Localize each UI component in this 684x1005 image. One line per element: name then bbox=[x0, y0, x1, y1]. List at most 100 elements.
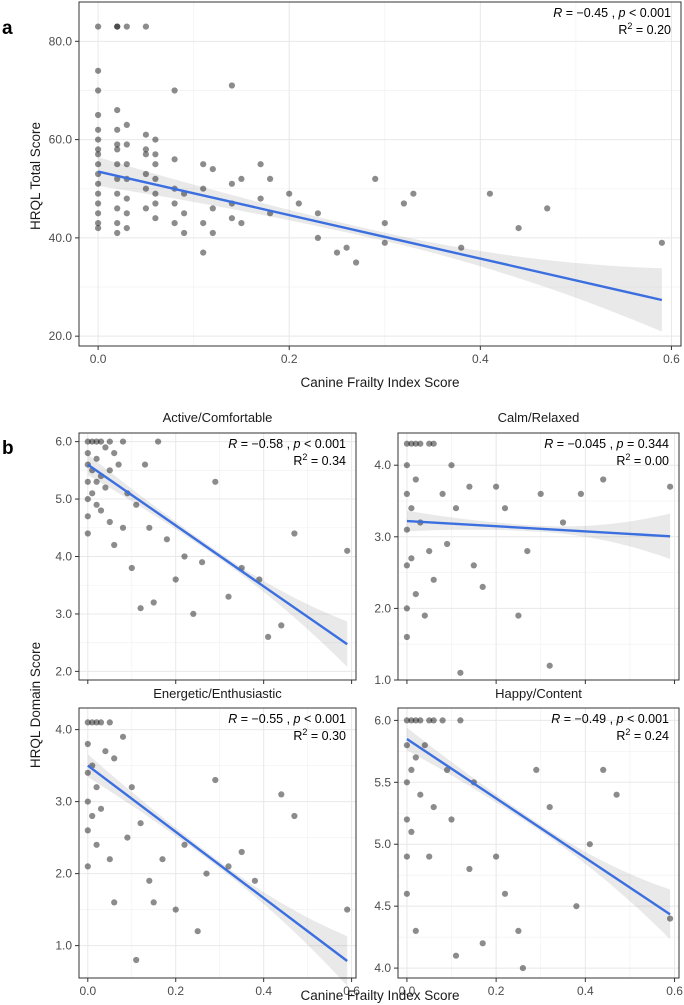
facet-title-calm-relaxed: Calm/Relaxed bbox=[498, 410, 580, 425]
b4-data-point bbox=[426, 853, 433, 860]
a-data-point bbox=[238, 175, 245, 182]
b2-data-point bbox=[403, 462, 410, 469]
a-data-point bbox=[95, 180, 102, 187]
b4-data-point bbox=[533, 766, 540, 774]
b4-x-tick-label: 0.2 bbox=[488, 984, 505, 998]
b1-data-point bbox=[133, 501, 140, 508]
b2-data-point bbox=[559, 519, 567, 526]
a-data-point bbox=[114, 205, 121, 212]
b3-data-point bbox=[89, 812, 96, 820]
a-data-point bbox=[381, 220, 388, 227]
a-data-point bbox=[171, 87, 178, 94]
a-data-point bbox=[152, 175, 159, 182]
b2-data-point bbox=[412, 476, 419, 483]
b4-data-point bbox=[479, 940, 486, 947]
b1-data-point bbox=[97, 438, 105, 445]
facet-title-energetic-enthusiastic: Energetic/Enthusiastic bbox=[153, 686, 282, 701]
b1-confidence-band bbox=[87, 454, 348, 667]
b3-r-squared-stat: R2 = 0.30 bbox=[293, 727, 346, 743]
b1-data-point bbox=[119, 438, 127, 445]
b4-data-point bbox=[439, 717, 446, 724]
b2-r-squared-stat: R2 = 0.00 bbox=[616, 452, 669, 468]
b2-data-point bbox=[412, 440, 419, 447]
a-data-point bbox=[314, 234, 321, 241]
a-data-point bbox=[209, 229, 216, 237]
b2-regression-line bbox=[406, 519, 671, 538]
b1-data-point bbox=[84, 478, 91, 485]
b3-data-point bbox=[150, 899, 157, 906]
b1-data-point bbox=[84, 496, 91, 503]
a-data-point bbox=[142, 146, 149, 153]
a-data-point bbox=[486, 190, 493, 197]
panel-a-x-axis-title: Canine Frailty Index Score bbox=[300, 375, 459, 390]
a-y-tick-label: 20.0 bbox=[49, 329, 73, 343]
a-data-point bbox=[142, 185, 149, 192]
a-data-point bbox=[372, 175, 379, 182]
a-data-point bbox=[95, 225, 102, 232]
b4-correlation-stat: R = −0.49 , p < 0.001 bbox=[551, 712, 669, 726]
a-data-point bbox=[171, 220, 178, 227]
b3-data-point bbox=[84, 798, 91, 805]
b2-data-point bbox=[417, 440, 424, 447]
b3-data-point bbox=[97, 805, 105, 812]
a-y-tick-label: 40.0 bbox=[49, 231, 73, 245]
b3-data-point bbox=[111, 899, 118, 906]
a-data-point bbox=[515, 225, 522, 232]
b4-data-point bbox=[412, 754, 419, 761]
a-plot-frame bbox=[78, 1, 682, 347]
b2-data-point bbox=[421, 612, 428, 619]
b4-y-tick-label: 5.5 bbox=[374, 775, 391, 789]
a-data-point bbox=[95, 111, 102, 119]
b3-data-point bbox=[203, 870, 210, 877]
b1-regression-line bbox=[87, 463, 348, 646]
b4-data-point bbox=[403, 890, 410, 897]
a-data-point bbox=[114, 23, 121, 30]
panel-b-active-comfortable-chart: Active/Comfortable 2.0 3.0 4.0 5.0 6.0 R = −0… bbox=[55, 410, 357, 684]
b3-data-point bbox=[172, 906, 179, 913]
b2-data-point bbox=[403, 605, 410, 612]
b4-y-tick-label: 4.0 bbox=[374, 961, 391, 975]
b4-grid bbox=[398, 708, 679, 978]
a-data-point bbox=[95, 126, 102, 133]
b3-data-point bbox=[278, 791, 285, 798]
a-data-point bbox=[200, 249, 207, 256]
a-data-point bbox=[200, 220, 207, 227]
a-data-point bbox=[333, 249, 341, 256]
a-data-point bbox=[181, 210, 188, 217]
a-data-point bbox=[114, 220, 121, 227]
a-r-squared-stat: R2 = 0.20 bbox=[618, 21, 671, 37]
b2-data-point bbox=[546, 662, 553, 669]
a-data-point bbox=[353, 259, 360, 266]
b2-data-point bbox=[444, 540, 451, 548]
b1-data-point bbox=[102, 484, 109, 491]
b1-data-point bbox=[199, 559, 206, 566]
panel-b-calm-relaxed-chart: Calm/Relaxed 1.0 2.0 3.0 4.0 R = −0.045 , p … bbox=[374, 410, 680, 687]
a-data-point bbox=[95, 190, 102, 197]
b1-data-point bbox=[111, 541, 118, 549]
b4-data-point bbox=[430, 717, 437, 724]
a-data-point bbox=[123, 195, 130, 202]
b2-data-point bbox=[501, 505, 509, 512]
b3-data-point bbox=[93, 719, 100, 726]
b3-y-tick-label: 3.0 bbox=[55, 795, 72, 809]
b2-data-point bbox=[430, 576, 437, 583]
a-data-point bbox=[142, 151, 149, 158]
b1-data-point bbox=[128, 564, 135, 572]
a-y-tick-label: 60.0 bbox=[49, 133, 73, 147]
b2-data-point bbox=[466, 483, 473, 490]
b4-data-point bbox=[600, 766, 607, 774]
b4-data-point bbox=[586, 841, 593, 848]
a-data-point bbox=[228, 215, 235, 222]
b1-data-point bbox=[163, 536, 170, 543]
b3-y-tick-label: 1.0 bbox=[55, 939, 72, 953]
b3-data-point bbox=[181, 841, 188, 848]
b3-data-point bbox=[225, 863, 232, 870]
b1-data-point bbox=[344, 547, 351, 554]
b3-data-point bbox=[133, 956, 140, 964]
b4-data-point bbox=[408, 766, 415, 774]
b3-data-point bbox=[238, 848, 245, 856]
b3-y-tick-label: 2.0 bbox=[55, 867, 72, 881]
b3-grid bbox=[79, 708, 356, 978]
a-data-point bbox=[410, 190, 417, 197]
